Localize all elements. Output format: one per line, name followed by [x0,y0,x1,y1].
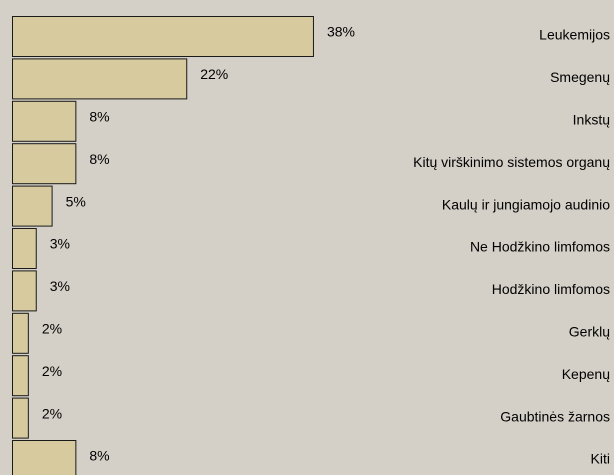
category-label: Inkstų [573,112,611,128]
bar [12,58,188,100]
bar [12,228,37,269]
category-label: Smegenų [550,69,610,85]
category-label: Kiti [591,451,610,467]
value-label: 2% [42,363,62,379]
category-label: Ne Hodžkino limfomos [470,239,610,255]
value-label: 22% [200,66,228,82]
category-label: Kitų virškinimo sistemos organų [413,154,610,170]
bar [12,440,77,475]
value-label: 3% [50,236,70,252]
value-label: 8% [89,448,109,464]
category-label: Leukemijos [539,27,610,43]
category-label: Kepenų [562,366,610,382]
value-label: 38% [327,24,355,40]
value-label: 2% [42,321,62,337]
value-label: 8% [89,151,109,167]
value-label: 2% [42,405,62,421]
bar [12,270,37,312]
bar [12,312,29,354]
value-label: 8% [89,109,109,125]
value-label: 5% [66,193,86,209]
bar [12,16,314,57]
bar [12,185,53,227]
bar [12,100,77,142]
bar [12,143,77,185]
value-label: 3% [50,278,70,294]
bar [12,397,29,439]
category-label: Gerklų [569,324,610,340]
category-label: Gaubtinės žarnos [500,408,610,424]
category-label: Kaulų ir jungiamojo audinio [442,196,610,212]
category-label: Hodžkino limfomos [492,281,610,297]
bar [12,355,29,397]
